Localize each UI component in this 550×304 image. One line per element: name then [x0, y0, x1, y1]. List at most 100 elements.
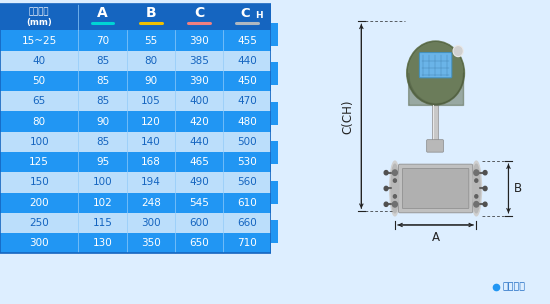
Circle shape [453, 46, 463, 57]
Ellipse shape [389, 161, 400, 216]
Bar [433, 105, 434, 141]
Text: 80: 80 [32, 117, 46, 126]
Text: C(CH): C(CH) [341, 99, 354, 133]
Bar [0, 51, 271, 71]
Text: 465: 465 [189, 157, 209, 167]
Text: 90: 90 [96, 117, 109, 126]
Bar [271, 141, 278, 164]
Text: 125: 125 [29, 157, 49, 167]
Text: 95: 95 [96, 157, 109, 167]
Circle shape [392, 170, 397, 175]
Bar [0, 30, 271, 51]
Text: 85: 85 [96, 96, 109, 106]
Circle shape [483, 171, 487, 175]
Text: 450: 450 [237, 76, 257, 86]
Text: 140: 140 [141, 137, 161, 147]
Text: 115: 115 [92, 218, 113, 228]
Text: 610: 610 [237, 198, 257, 208]
Circle shape [407, 41, 464, 105]
Text: 250: 250 [29, 218, 49, 228]
Text: 130: 130 [93, 238, 112, 248]
Text: 200: 200 [29, 198, 49, 208]
Circle shape [384, 171, 388, 175]
Circle shape [483, 186, 487, 191]
Bar [0, 71, 271, 91]
Circle shape [475, 179, 478, 182]
Text: 400: 400 [189, 96, 208, 106]
Text: 650: 650 [189, 238, 209, 248]
Text: 455: 455 [237, 36, 257, 46]
Bar [0, 233, 271, 253]
Text: 560: 560 [237, 178, 257, 187]
FancyBboxPatch shape [419, 53, 452, 78]
Text: 100: 100 [93, 178, 112, 187]
Text: 65: 65 [32, 96, 46, 106]
Text: 50: 50 [32, 76, 46, 86]
Text: 300: 300 [141, 218, 161, 228]
Circle shape [384, 186, 388, 191]
Text: 710: 710 [237, 238, 257, 248]
Bar [0, 192, 271, 213]
Text: 480: 480 [237, 117, 257, 126]
Bar [0, 112, 271, 132]
Text: 85: 85 [96, 56, 109, 66]
Bar [271, 181, 278, 204]
Circle shape [474, 202, 479, 207]
Ellipse shape [391, 164, 399, 213]
Text: 490: 490 [189, 178, 209, 187]
Bar [271, 23, 278, 46]
Text: 100: 100 [29, 137, 49, 147]
Text: C: C [194, 6, 204, 20]
Text: 15~25: 15~25 [21, 36, 57, 46]
Circle shape [384, 202, 388, 206]
Text: 102: 102 [93, 198, 112, 208]
Bar [0, 4, 271, 30]
Text: 545: 545 [189, 198, 209, 208]
Text: 80: 80 [144, 56, 157, 66]
Bar [0, 213, 271, 233]
Circle shape [393, 179, 397, 182]
Text: 194: 194 [141, 178, 161, 187]
Bar [271, 102, 278, 125]
Text: 168: 168 [141, 157, 161, 167]
Text: A: A [97, 6, 108, 20]
Text: 420: 420 [189, 117, 209, 126]
Text: 仪表口径
(mm): 仪表口径 (mm) [26, 7, 52, 27]
Bar [0, 91, 271, 112]
Text: 85: 85 [96, 137, 109, 147]
Ellipse shape [471, 161, 482, 216]
FancyBboxPatch shape [398, 164, 473, 213]
Bar [432, 105, 438, 141]
Text: 600: 600 [189, 218, 208, 228]
FancyBboxPatch shape [403, 168, 469, 209]
Circle shape [483, 202, 487, 206]
Text: 390: 390 [189, 36, 209, 46]
Bar [271, 62, 278, 85]
Bar [0, 152, 271, 172]
Text: C: C [240, 7, 250, 20]
Text: 300: 300 [29, 238, 49, 248]
Circle shape [475, 195, 478, 198]
Text: 530: 530 [237, 157, 257, 167]
Text: 248: 248 [141, 198, 161, 208]
Text: 385: 385 [189, 56, 209, 66]
Text: 500: 500 [237, 137, 257, 147]
Text: B: B [145, 6, 156, 20]
Text: 120: 120 [141, 117, 161, 126]
Text: B: B [514, 182, 522, 195]
Circle shape [392, 202, 397, 207]
Text: 常规仪表: 常规仪表 [503, 283, 526, 292]
Text: 440: 440 [237, 56, 257, 66]
Text: 40: 40 [32, 56, 46, 66]
Circle shape [454, 47, 462, 55]
Text: 70: 70 [96, 36, 109, 46]
Text: 55: 55 [144, 36, 157, 46]
Circle shape [393, 195, 397, 198]
Bar [271, 220, 278, 243]
Text: 150: 150 [29, 178, 49, 187]
Circle shape [474, 170, 479, 175]
Text: 90: 90 [144, 76, 157, 86]
Text: H: H [255, 11, 263, 20]
Text: 660: 660 [237, 218, 257, 228]
Bar [0, 172, 271, 192]
